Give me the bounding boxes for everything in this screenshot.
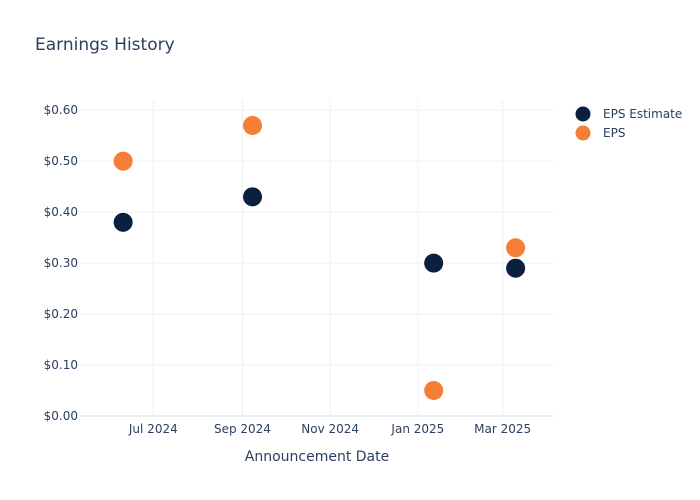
data-point (113, 151, 133, 171)
data-points (113, 115, 526, 401)
legend-label: EPS Estimate (603, 107, 682, 121)
data-point (243, 115, 263, 135)
legend-label: EPS (603, 126, 625, 140)
x-axis-label: Announcement Date (245, 449, 389, 465)
chart-title: Earnings History (35, 35, 175, 55)
legend-marker (575, 125, 591, 141)
x-tick-label: Sep 2024 (214, 422, 271, 436)
y-tick-label: $0.40 (44, 205, 78, 219)
y-tick-label: $0.50 (44, 154, 78, 168)
x-tick-label: Nov 2024 (301, 422, 359, 436)
x-tick-label: Jan 2025 (390, 422, 444, 436)
data-point (506, 238, 526, 258)
grid (80, 100, 553, 417)
x-tick-label: Jul 2024 (128, 422, 178, 436)
data-point (243, 187, 263, 207)
legend: EPS Estimate EPS (575, 106, 682, 141)
data-point (113, 212, 133, 232)
y-tick-label: $0.10 (44, 358, 78, 372)
y-tick-label: $0.00 (44, 409, 78, 423)
x-tick-label: Mar 2025 (474, 422, 531, 436)
y-tick-label: $0.30 (44, 256, 78, 270)
legend-marker (575, 106, 591, 122)
data-point (424, 253, 444, 273)
series-eps (113, 115, 526, 401)
data-point (424, 381, 444, 401)
data-point (506, 258, 526, 278)
axes: Jul 2024 Sep 2024 Nov 2024 Jan 2025 Mar 2025… (44, 103, 532, 436)
y-tick-label: $0.20 (44, 307, 78, 321)
y-tick-label: $0.60 (44, 103, 78, 117)
series-eps-estimate (113, 187, 526, 278)
